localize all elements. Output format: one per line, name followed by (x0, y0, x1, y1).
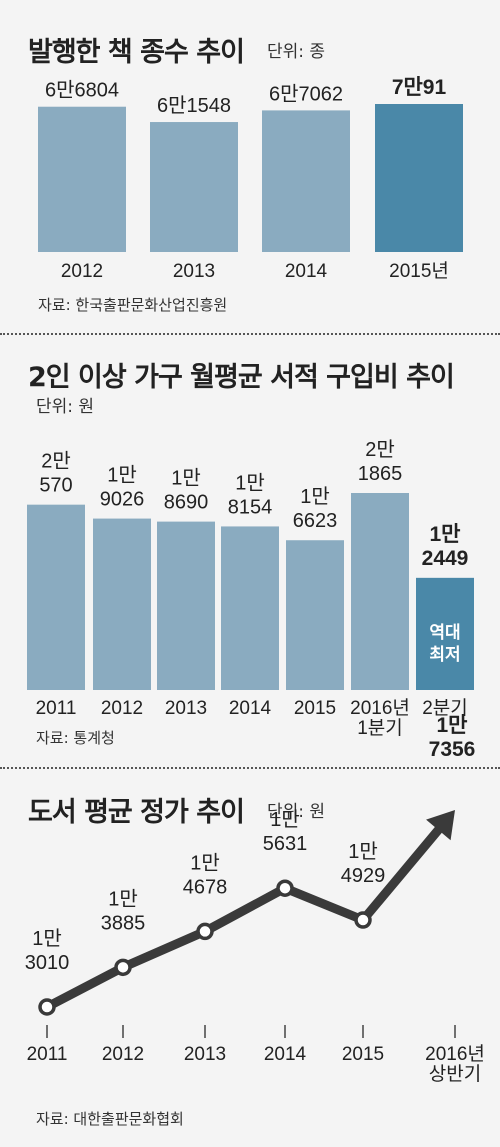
chart2-bar-2 (157, 521, 215, 690)
chart1-bar-1 (150, 122, 238, 252)
chart2-bar-6 (416, 577, 474, 690)
divider-2 (0, 767, 500, 769)
chart2-category-label-4: 2015 (294, 698, 336, 719)
chart2-bar-1 (93, 518, 151, 690)
chart2-category-label-2: 2013 (165, 698, 207, 719)
chart1-category-label-2: 2014 (285, 261, 328, 282)
chart1-bar-2 (262, 110, 350, 252)
chart3-point-4 (354, 911, 372, 929)
chart3-svg: 2011 2012 2013 2014 2015 2016년 상반기 1만 3010 1만 3885… (25, 714, 485, 1085)
chart2-category-label-3: 2014 (229, 698, 272, 719)
chart2-category-label-5: 2016년 1분기 (350, 697, 410, 739)
chart1-value-label-3: 7만91 (392, 76, 447, 99)
average-price-panel: 도서 평균 정가 추이 단위: 원 2011 2012 2013 2014 2015 20… (0, 714, 500, 1147)
chart3-value-label-1: 1만 3885 (101, 887, 146, 934)
chart2-value-label-1: 1만 9026 (100, 464, 145, 511)
chart3-value-label-5: 1만 7356 (429, 714, 476, 761)
chart2-value-label-4: 1만 6623 (293, 485, 338, 532)
chart3-source: 자료: 대한출판문화협회 (36, 1110, 184, 1128)
chart1-category-label-0: 2012 (61, 261, 103, 282)
chart1-bar-0 (38, 106, 126, 252)
chart1-category-label-3: 2015년 (389, 260, 449, 282)
chart1-source: 자료: 한국출판문화산업진흥원 (38, 296, 228, 314)
chart3-series-line (42, 825, 443, 1012)
chart3-point-0 (38, 998, 56, 1016)
chart3-category-label-1: 2012 (102, 1044, 144, 1065)
chart3-value-label-3: 1만 5631 (263, 808, 308, 855)
chart2-source: 자료: 통계청 (36, 729, 115, 747)
chart3-title: 도서 평균 정가 추이 (28, 797, 245, 828)
chart2-value-label-5: 2만 1865 (358, 438, 403, 485)
chart3-arrow-head (426, 810, 455, 841)
chart1-category-label-1: 2013 (173, 261, 215, 282)
book-spending-panel: 2인 이상 가구 월평균 서적 구입비 추이 단위: 원 2만 570 2011 1만… (0, 335, 500, 765)
chart2-title: 2인 이상 가구 월평균 서적 구입비 추이 (28, 362, 455, 393)
chart1-title: 발행한 책 종수 추이 (28, 30, 245, 69)
chart2-value-label-3: 1만 8154 (228, 471, 273, 518)
chart3-point-1 (114, 958, 132, 977)
chart3-value-label-4: 1만 4929 (341, 840, 386, 887)
divider-1 (0, 333, 500, 335)
chart2-category-label-6: 2분기 (422, 697, 468, 719)
chart3-value-label-0: 1만 3010 (25, 927, 70, 974)
chart2-value-label-2: 1만 8690 (164, 467, 209, 514)
chart3-category-label-2: 2013 (184, 1044, 226, 1065)
chart3-category-label-3: 2014 (264, 1044, 307, 1065)
chart2-category-label-1: 2012 (101, 698, 143, 719)
chart1-value-label-0: 6만6804 (45, 79, 119, 102)
chart2-bar-3 (221, 526, 279, 690)
chart1-value-label-1: 6만1548 (157, 94, 231, 117)
chart1-title-text: 발행한 책 종수 추이 (28, 37, 245, 68)
chart2-bar-4 (286, 540, 344, 690)
chart3-point-3 (276, 879, 294, 897)
chart2-category-label-0: 2011 (36, 698, 77, 719)
chart3-category-label-4: 2015 (342, 1044, 384, 1065)
chart1-value-label-2: 6만7062 (269, 82, 343, 105)
chart3-value-label-2: 1만 4678 (183, 851, 228, 898)
chart2-record-low-note: 역대 최저 (429, 623, 460, 665)
chart3-category-label-0: 2011 (27, 1044, 68, 1065)
chart3-point-2 (196, 922, 214, 941)
chart3-unit: 단위: 원 (267, 802, 326, 822)
chart1-svg: 6만6804 2012 6만1548 2013 6만7062 2014 7만91 2015년 (38, 76, 463, 282)
chart2-unit: 단위: 원 (36, 397, 95, 417)
chart1-unit: 단위: 종 (267, 42, 326, 62)
chart1-bar-3 (375, 104, 463, 252)
chart2-svg: 2만 570 2011 1만 9026 2012 1만 8690 2013 1만 8154 2014 1… (27, 438, 474, 739)
chart2-bar-0 (27, 504, 85, 690)
publications-panel: 발행한 책 종수 추이 단위: 종 6만6804 2012 6만1548 2013 6만… (0, 0, 500, 330)
chart2-bar-5 (351, 493, 409, 690)
chart2-value-label-0: 2만 570 (39, 450, 72, 497)
chart3-category-label-5: 2016년 상반기 (425, 1043, 485, 1085)
chart2-value-label-6: 1만 2449 (422, 523, 469, 570)
